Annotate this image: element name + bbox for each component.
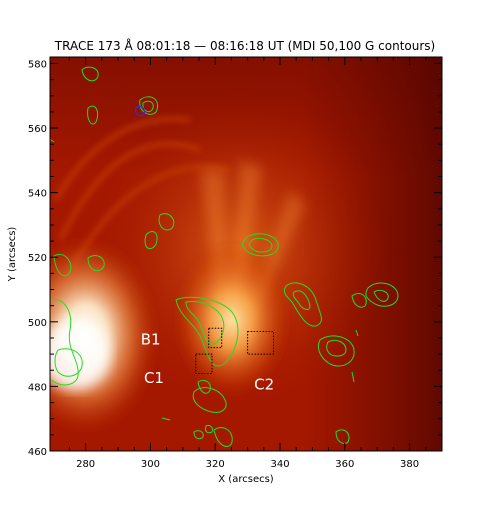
contour-line (326, 339, 347, 357)
contour-line (144, 231, 158, 250)
contour-line (283, 282, 322, 327)
region-labels: B1 C1 C2 (141, 330, 274, 393)
region-label-c1: C1 (144, 369, 164, 387)
contour-line (87, 105, 99, 125)
contour-line (355, 329, 359, 337)
x-tick-label: 300 (141, 459, 160, 470)
y-tick-label: 500 (28, 318, 47, 329)
contour-line (81, 66, 99, 82)
contour-line (50, 138, 55, 143)
region-label-c2: C2 (254, 376, 274, 394)
contour-line (317, 335, 355, 367)
x-tick-label: 380 (400, 459, 419, 470)
contour-line (351, 371, 355, 383)
contour-line (205, 425, 213, 434)
contour-line (192, 387, 227, 413)
y-tick-label: 560 (28, 124, 47, 135)
region-label-b1: B1 (141, 330, 161, 348)
contour-line (54, 348, 83, 377)
region-boxes (195, 327, 275, 374)
mdi-contours (50, 66, 399, 447)
x-tick-label: 340 (270, 459, 289, 470)
contour-line (373, 289, 389, 302)
negative-polarity-contour (134, 105, 146, 117)
contour-line (248, 237, 273, 253)
contour-line (213, 427, 233, 447)
contour-line (161, 417, 171, 421)
contour-line (87, 255, 105, 272)
chart-title: TRACE 173 Å 08:01:18 — 08:16:18 UT (MDI … (54, 38, 435, 53)
contour-line (365, 282, 399, 307)
contour-line (335, 429, 350, 445)
region-box-b1 (208, 327, 223, 349)
contour-line (50, 298, 79, 386)
contour-line (351, 293, 367, 308)
y-tick-label: 460 (28, 447, 47, 458)
region-box-c2 (247, 331, 275, 355)
x-tick-label: 360 (335, 459, 354, 470)
y-axis-label: Y (arcsecs) (7, 227, 18, 283)
plot-area (50, 57, 442, 451)
y-tick-label: 540 (28, 189, 47, 200)
bright-core-right (172, 240, 292, 400)
y-tick-label: 480 (28, 382, 47, 393)
x-tick-label: 320 (206, 459, 225, 470)
x-axis-label: X (arcsecs) (218, 474, 274, 485)
y-axis: 460 480 500 520 540 560 580 (28, 59, 442, 458)
contour-line (53, 254, 72, 277)
x-axis: 280 300 320 340 360 380 (68, 57, 427, 470)
contour-line (158, 213, 175, 231)
contour-line (242, 233, 279, 257)
x-tick-label: 280 (76, 459, 95, 470)
plot-frame (49, 56, 443, 452)
contour-line (139, 96, 158, 115)
region-box-c1 (195, 353, 213, 374)
contour-line (197, 379, 211, 394)
contour-line (175, 296, 239, 367)
y-tick-label: 580 (28, 59, 47, 70)
contour-line (193, 430, 204, 440)
y-tick-label: 520 (28, 253, 47, 264)
contour-line (185, 301, 225, 345)
contour-line (292, 290, 311, 310)
